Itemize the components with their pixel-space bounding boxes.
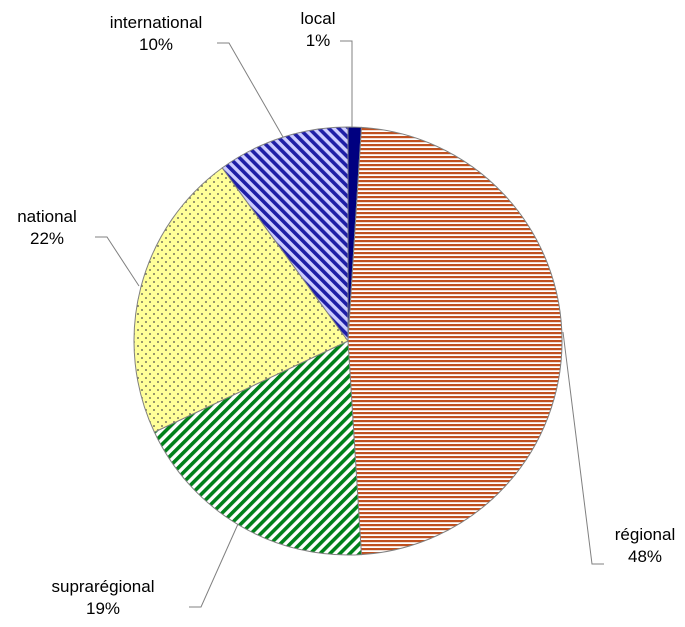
leader-line <box>95 236 140 287</box>
leader-lines <box>95 40 604 608</box>
category-label: local <box>301 9 336 28</box>
value-label: 10% <box>139 35 173 54</box>
leader-line <box>217 42 284 138</box>
slice-national <box>133 167 349 433</box>
slice-international <box>221 126 349 343</box>
leader-line <box>189 523 239 608</box>
category-label: suprarégional <box>51 577 154 596</box>
value-label: 48% <box>628 547 662 566</box>
value-label: 19% <box>86 599 120 618</box>
value-label: 22% <box>30 229 64 248</box>
category-label: régional <box>615 525 676 544</box>
value-label: 1% <box>306 31 331 50</box>
slice-supraregional <box>153 340 362 556</box>
pie-slices <box>133 126 563 556</box>
slice-regional <box>347 126 563 556</box>
leader-line <box>340 40 353 127</box>
category-label: international <box>110 13 203 32</box>
leader-line <box>562 331 604 565</box>
slice-labels: local 1% régional 48% suprarégional 19% nation… <box>17 9 675 618</box>
category-label: national <box>17 207 77 226</box>
